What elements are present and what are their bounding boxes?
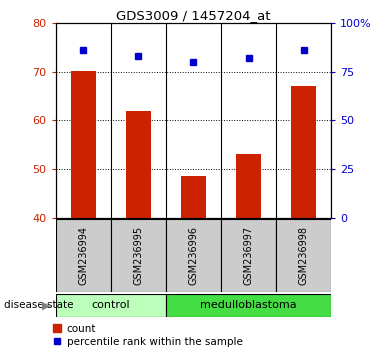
Bar	[56, 294, 166, 317]
Text: medulloblastoma: medulloblastoma	[200, 300, 297, 310]
Text: GSM236995: GSM236995	[133, 226, 143, 285]
Bar	[221, 219, 276, 292]
Legend: count, percentile rank within the sample: count, percentile rank within the sample	[53, 324, 242, 347]
Bar	[126, 110, 151, 218]
Bar	[291, 86, 316, 218]
Bar	[181, 176, 206, 218]
Bar	[56, 219, 111, 292]
Text: control: control	[92, 300, 130, 310]
Bar	[71, 71, 95, 218]
Text: ▶: ▶	[42, 300, 50, 310]
Text: GSM236998: GSM236998	[299, 226, 309, 285]
Bar	[166, 294, 331, 317]
Bar	[111, 219, 166, 292]
Bar	[236, 154, 261, 218]
Title: GDS3009 / 1457204_at: GDS3009 / 1457204_at	[116, 9, 271, 22]
Text: disease state: disease state	[4, 300, 73, 310]
Bar	[166, 219, 221, 292]
Bar	[276, 219, 331, 292]
Text: GSM236994: GSM236994	[78, 226, 88, 285]
Text: GSM236996: GSM236996	[188, 226, 198, 285]
Text: GSM236997: GSM236997	[244, 226, 254, 285]
